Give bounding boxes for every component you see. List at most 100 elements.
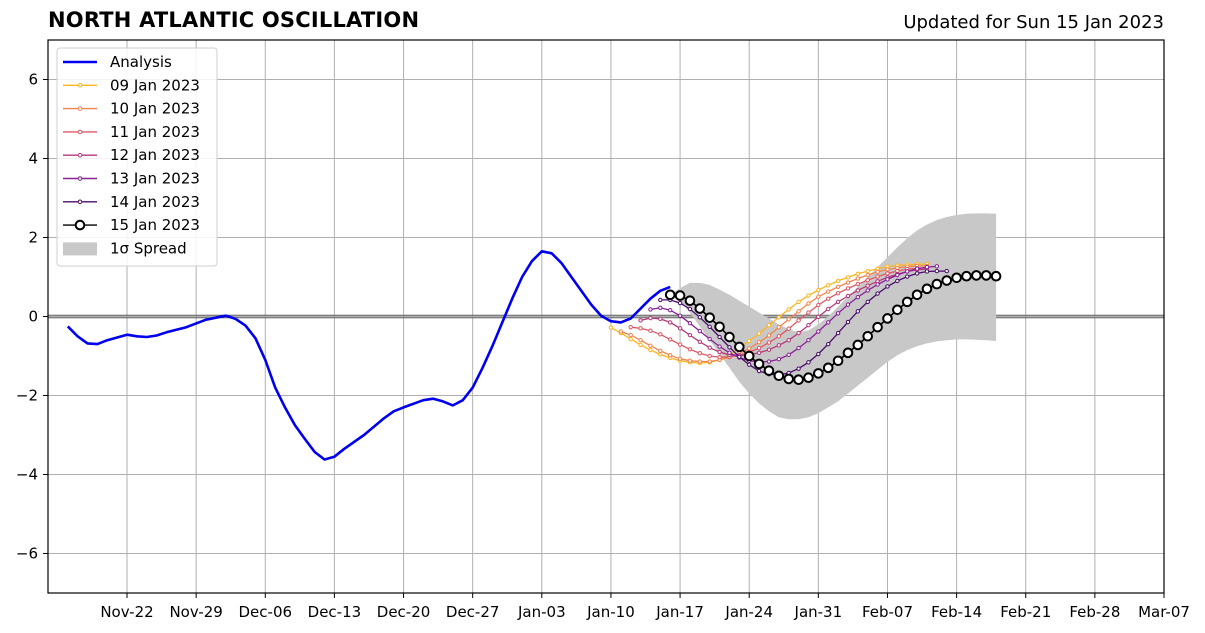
forecast-point bbox=[865, 283, 870, 288]
x-tick-label: Dec-13 bbox=[308, 603, 362, 621]
forecast-point bbox=[697, 351, 703, 356]
legend: Analysis 09 Jan 2023 10 Jan 2023 11 Jan 202… bbox=[56, 47, 218, 267]
forecast-point bbox=[796, 309, 801, 314]
forecast-point bbox=[845, 280, 851, 285]
forecast-point bbox=[608, 325, 614, 330]
forecast-point bbox=[911, 289, 923, 301]
forecast-point bbox=[707, 345, 712, 350]
forecast-point bbox=[944, 268, 949, 274]
forecast-point bbox=[835, 284, 841, 290]
x-tick-label: Jan-17 bbox=[655, 603, 704, 621]
forecast-point bbox=[865, 288, 870, 293]
forecast-point bbox=[743, 350, 755, 362]
forecast-point bbox=[875, 282, 880, 287]
forecast-point bbox=[875, 291, 880, 296]
forecast-point bbox=[835, 278, 841, 284]
forecast-point bbox=[648, 315, 653, 321]
x-tick-label: Dec-27 bbox=[446, 603, 500, 621]
forecast-point bbox=[667, 337, 673, 342]
x-tick-label: Jan-03 bbox=[517, 603, 566, 621]
forecast-point bbox=[806, 360, 811, 365]
forecast-point bbox=[747, 362, 752, 367]
forecast-point bbox=[855, 276, 861, 281]
legend-marker bbox=[77, 199, 83, 205]
legend-label: 10 Jan 2023 bbox=[110, 100, 200, 118]
forecast-point bbox=[776, 356, 782, 362]
forecast-point bbox=[697, 315, 703, 320]
forecast-point bbox=[667, 307, 673, 313]
legend-label: 13 Jan 2023 bbox=[110, 170, 200, 188]
forecast-point bbox=[806, 301, 811, 306]
forecast-point bbox=[638, 342, 643, 348]
forecast-point bbox=[677, 300, 683, 306]
forecast-point bbox=[826, 289, 831, 294]
forecast-point bbox=[816, 302, 821, 308]
y-tick-label: 0 bbox=[28, 308, 38, 326]
legend-label: 1σ Spread bbox=[110, 239, 187, 257]
forecast-point bbox=[885, 267, 890, 272]
forecast-point bbox=[776, 315, 782, 320]
analysis-line bbox=[66, 250, 671, 461]
spread-band bbox=[670, 213, 997, 420]
forecast-point bbox=[895, 272, 900, 278]
forecast-point bbox=[865, 268, 870, 274]
forecast-point bbox=[796, 318, 801, 323]
forecast-point bbox=[796, 299, 801, 305]
forecast-point bbox=[766, 340, 772, 345]
forecast-point bbox=[865, 299, 870, 305]
forecast-point bbox=[931, 278, 943, 290]
forecast-point bbox=[707, 336, 712, 342]
legend-label: 15 Jan 2023 bbox=[110, 216, 200, 234]
forecast-point bbox=[924, 269, 930, 274]
forecast-point bbox=[786, 326, 791, 331]
forecast-point bbox=[806, 338, 811, 343]
forecast-point bbox=[658, 305, 663, 311]
forecast-point bbox=[756, 331, 762, 336]
forecast-point bbox=[816, 294, 821, 299]
updated-date: Updated for Sun 15 Jan 2023 bbox=[903, 12, 1164, 33]
forecast-point bbox=[885, 277, 890, 282]
forecast-point bbox=[832, 355, 844, 367]
forecast-point bbox=[747, 338, 752, 344]
x-tick-label: Feb-21 bbox=[1000, 603, 1051, 621]
forecast-point bbox=[941, 275, 953, 286]
x-tick-label: Feb-28 bbox=[1069, 603, 1120, 621]
legend-label: 14 Jan 2023 bbox=[110, 193, 200, 211]
forecast-point bbox=[773, 370, 785, 382]
forecast-point bbox=[717, 349, 722, 355]
forecast-point bbox=[895, 278, 900, 284]
forecast-point bbox=[717, 354, 722, 360]
forecast-point bbox=[855, 288, 861, 293]
forecast-point bbox=[697, 359, 703, 364]
x-tick-label: Nov-29 bbox=[169, 603, 222, 621]
forecast-point bbox=[687, 358, 693, 363]
x-tick-label: Jan-31 bbox=[794, 603, 843, 621]
forecast-point bbox=[921, 283, 933, 295]
forecast-point bbox=[707, 353, 712, 359]
forecast-point bbox=[786, 307, 791, 312]
forecast-point bbox=[835, 330, 841, 336]
legend-marker bbox=[77, 152, 83, 158]
forecast-point bbox=[901, 296, 913, 308]
y-tick-label: −2 bbox=[16, 387, 38, 405]
chart-title: NORTH ATLANTIC OSCILLATION bbox=[48, 8, 420, 32]
forecast-point bbox=[826, 296, 831, 301]
forecast-point bbox=[914, 271, 920, 276]
forecast-point bbox=[776, 343, 782, 348]
forecast-point bbox=[677, 356, 683, 361]
forecast-point bbox=[638, 326, 643, 331]
forecast-point bbox=[934, 268, 940, 274]
x-tick-label: Feb-07 bbox=[862, 603, 913, 621]
forecast-point bbox=[717, 344, 722, 349]
forecast-point bbox=[961, 270, 972, 282]
forecast-point bbox=[648, 328, 653, 333]
forecast-point bbox=[658, 352, 663, 357]
x-tick-label: Dec-20 bbox=[377, 603, 431, 621]
forecast-point bbox=[845, 275, 851, 280]
forecast-point bbox=[677, 326, 683, 331]
y-tick-label: −6 bbox=[16, 545, 38, 563]
forecast-point bbox=[865, 277, 870, 283]
forecast-point bbox=[826, 341, 831, 347]
forecast-point bbox=[756, 345, 762, 351]
forecast-point bbox=[737, 354, 742, 359]
